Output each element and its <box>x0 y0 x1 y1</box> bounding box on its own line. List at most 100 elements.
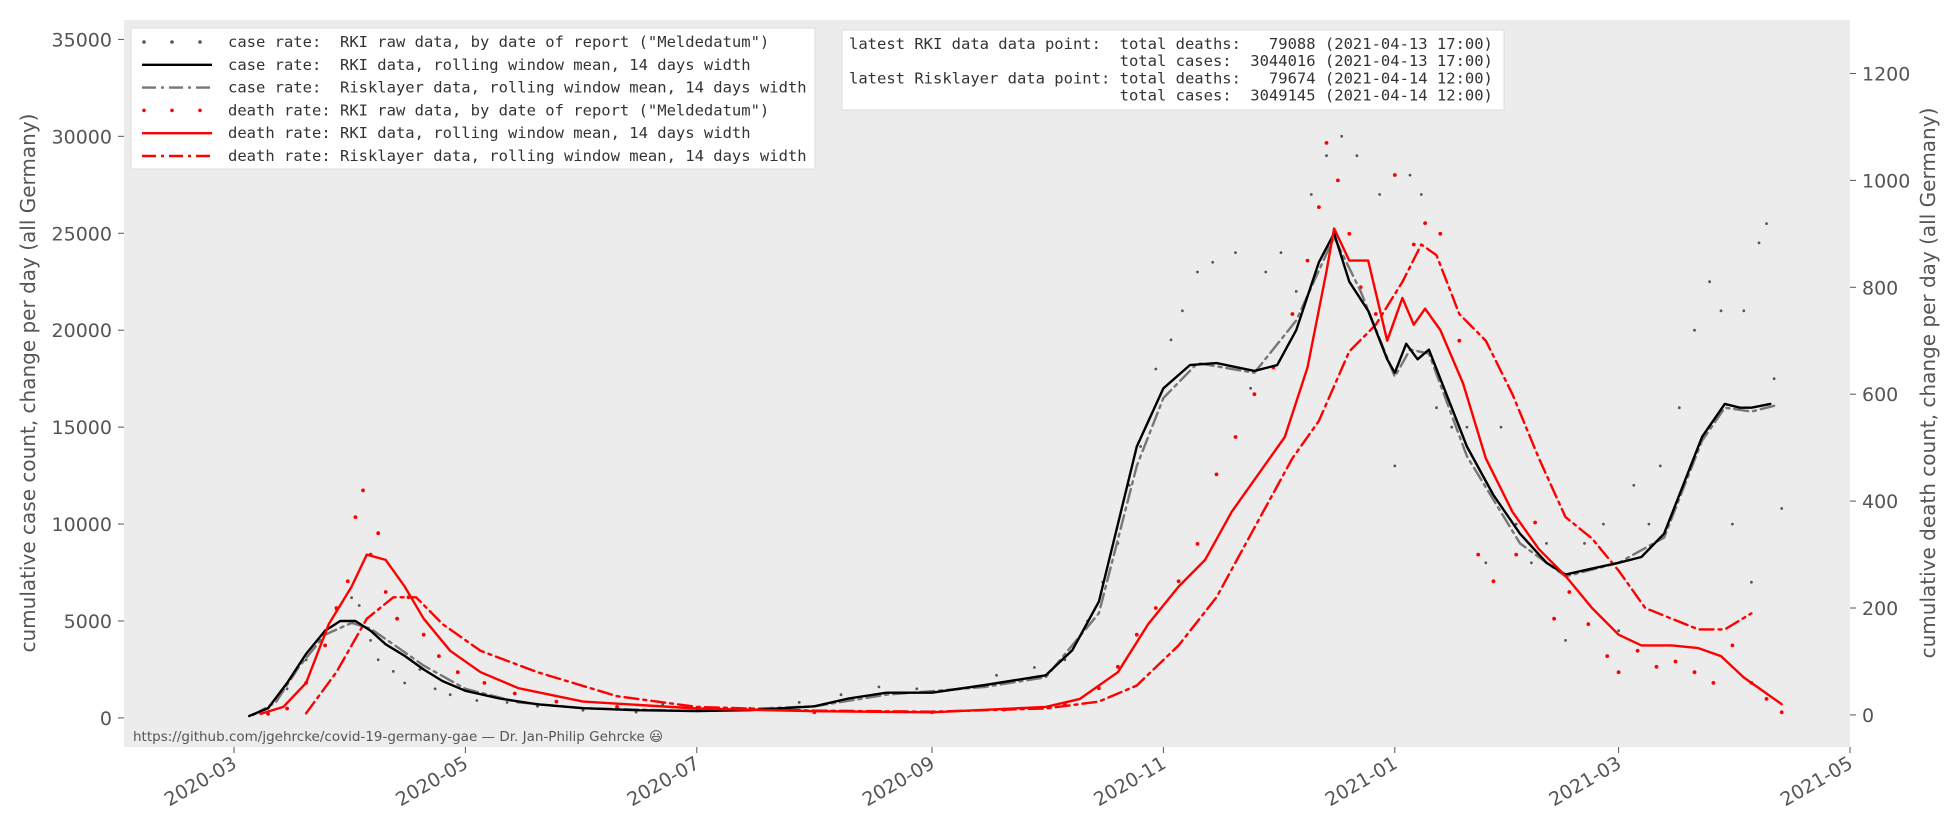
data-point <box>1373 312 1378 316</box>
legend-label: case rate: RKI data, rolling window mean… <box>228 56 751 74</box>
annotation-line: latest RKI data data point: total deaths… <box>849 35 1493 53</box>
data-point <box>1533 520 1537 525</box>
data-point <box>1731 522 1734 526</box>
y-axis-label: cumulative case count, change per day (a… <box>16 114 40 653</box>
data-point <box>1234 251 1237 255</box>
data-point <box>1196 270 1199 274</box>
x-tick-label: 2020-11 <box>1090 752 1170 811</box>
data-point <box>1134 632 1139 637</box>
series-line <box>304 243 1753 715</box>
legend-marker <box>198 40 202 44</box>
data-point <box>1169 338 1173 342</box>
data-point <box>1476 552 1481 557</box>
data-point <box>1658 464 1662 468</box>
data-point <box>1317 205 1321 210</box>
data-point <box>1564 639 1567 642</box>
data-point <box>433 687 437 691</box>
data-point <box>1586 622 1591 626</box>
data-point <box>1355 154 1359 158</box>
data-point <box>1214 472 1219 477</box>
data-point <box>383 590 388 594</box>
data-point <box>304 658 308 662</box>
legend-marker <box>142 108 146 113</box>
data-point <box>323 643 327 648</box>
y2-tick-label: 800 <box>1862 277 1898 299</box>
data-point <box>1499 425 1503 429</box>
y2-tick-label: 200 <box>1862 598 1898 620</box>
legend-item: death rate: RKI raw data, by date of rep… <box>142 101 769 119</box>
data-point <box>1324 141 1329 145</box>
data-point <box>536 704 539 708</box>
series-5 <box>304 243 1753 715</box>
data-point <box>1617 629 1620 633</box>
data-point <box>1290 312 1295 316</box>
data-point <box>1711 681 1716 685</box>
data-point <box>1583 542 1586 545</box>
data-point <box>1514 522 1518 526</box>
data-point <box>1211 260 1215 264</box>
data-point <box>1438 231 1443 236</box>
legend-marker <box>198 108 202 113</box>
data-point <box>1181 309 1184 313</box>
annotation-line: total cases: 3044016 (2021-04-13 17:00) <box>849 52 1493 70</box>
y-tick-label: 0 <box>100 708 112 730</box>
x-tick-label: 2020-03 <box>161 752 241 811</box>
legend-label: death rate: Risklayer data, rolling wind… <box>228 147 807 165</box>
data-point <box>1195 542 1200 546</box>
data-point <box>1252 392 1257 397</box>
data-point <box>1116 664 1120 669</box>
data-point <box>1435 406 1438 410</box>
data-point <box>1465 425 1469 429</box>
data-point <box>482 681 487 685</box>
data-point <box>1719 309 1723 313</box>
data-point <box>1264 270 1268 274</box>
data-point <box>353 515 358 519</box>
data-point <box>1139 445 1142 448</box>
legend-box <box>130 27 816 170</box>
data-point <box>350 596 353 600</box>
y-tick-label: 15000 <box>52 417 112 439</box>
data-point <box>512 691 517 696</box>
y2-tick-label: 0 <box>1862 705 1874 727</box>
x-tick-label: 2021-01 <box>1322 752 1402 811</box>
data-point <box>1153 606 1158 610</box>
data-point <box>448 693 452 697</box>
x-tick-label: 2020-07 <box>624 752 704 811</box>
annotation-line: latest Risklayer data point: total death… <box>849 69 1493 87</box>
data-point <box>1567 590 1572 594</box>
series-layer <box>248 134 1784 718</box>
latest-data-annotation: latest RKI data data point: total deaths… <box>841 29 1505 111</box>
series-3 <box>266 141 1784 716</box>
data-point <box>1450 425 1454 429</box>
data-point <box>1325 154 1328 158</box>
data-point <box>1393 464 1397 468</box>
y2-tick-label: 600 <box>1862 384 1898 406</box>
data-point <box>554 699 559 704</box>
data-point <box>1484 561 1488 565</box>
data-point <box>1673 659 1678 664</box>
legend-item: case rate: RKI raw data, by date of repo… <box>142 33 769 51</box>
legend-item: case rate: RKI data, rolling window mean… <box>142 56 751 74</box>
data-point <box>1530 561 1533 565</box>
data-point <box>1742 309 1746 313</box>
data-point <box>1632 483 1636 487</box>
data-point <box>1176 579 1181 584</box>
annotation-line: total cases: 3049145 (2021-04-14 12:00) <box>849 87 1493 105</box>
y-tick-label: 20000 <box>52 320 112 342</box>
data-point <box>1765 222 1768 226</box>
data-point <box>1605 654 1610 658</box>
data-point <box>1233 435 1238 439</box>
data-point <box>1033 666 1036 669</box>
y2-tick-label: 1000 <box>1862 170 1910 192</box>
data-point <box>1309 193 1313 196</box>
legend-label: death rate: RKI raw data, by date of rep… <box>228 101 769 119</box>
y-tick-label: 35000 <box>52 29 112 51</box>
data-point <box>1411 242 1416 247</box>
data-point <box>1693 328 1696 332</box>
y-tick-label: 10000 <box>52 514 112 536</box>
data-point <box>1294 290 1298 293</box>
legend-label: death rate: RKI data, rolling window mea… <box>228 124 751 142</box>
data-point <box>1154 367 1158 371</box>
data-point <box>839 693 843 697</box>
